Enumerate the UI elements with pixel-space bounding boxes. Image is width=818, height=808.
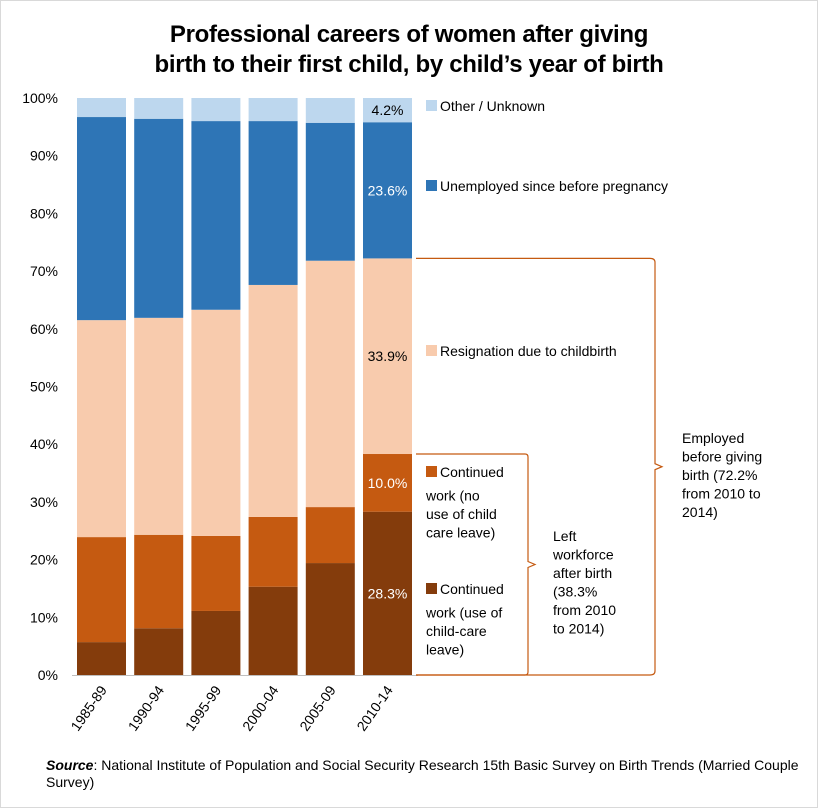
- source-text: : National Institute of Population and S…: [46, 757, 799, 790]
- annotation-left-workforce: to 2014): [553, 621, 604, 637]
- y-tick-label: 80%: [30, 205, 58, 221]
- y-tick-label: 90%: [30, 148, 58, 164]
- annotation-left-workforce: (38.3%: [553, 584, 597, 600]
- bar-segment: [77, 320, 126, 538]
- bar-segment: [305, 563, 355, 675]
- bar-segment: [134, 628, 184, 675]
- bar-segment: [248, 516, 298, 587]
- y-tick-label: 40%: [30, 436, 58, 452]
- data-label: 33.9%: [368, 348, 408, 364]
- annotation-left-workforce: Left: [553, 528, 576, 544]
- legend-label: Resignation due to childbirth: [440, 343, 617, 359]
- x-tick-label: 1990-94: [125, 682, 168, 733]
- legend-label: Other / Unknown: [440, 98, 545, 114]
- x-tick-label: 1995-99: [182, 682, 225, 733]
- bar-segment: [363, 454, 412, 512]
- y-tick-label: 0%: [38, 667, 58, 683]
- legend-label: Unemployed since before pregnancy: [440, 178, 668, 194]
- bar-segment: [191, 535, 241, 611]
- bar-segment: [191, 610, 241, 675]
- annotation-employed: before giving: [682, 449, 762, 465]
- bar-segment: [363, 258, 412, 455]
- legend-label: work (no: [425, 488, 480, 504]
- bar-segment: [77, 117, 126, 321]
- legend-label: Continued: [440, 464, 504, 480]
- bar-segment: [191, 309, 241, 536]
- bar-segment: [248, 586, 298, 675]
- bar-segment: [77, 642, 126, 675]
- y-tick-label: 30%: [30, 494, 58, 510]
- source-note: Source: National Institute of Population…: [46, 757, 806, 791]
- x-tick-label: 2005-09: [296, 682, 339, 733]
- bar-segment: [305, 98, 355, 123]
- bar-segment: [363, 98, 412, 123]
- legend-label: Continued: [440, 581, 504, 597]
- data-label: 23.6%: [368, 182, 408, 198]
- y-tick-label: 10%: [30, 609, 58, 625]
- legend-label: care leave): [426, 525, 495, 541]
- y-tick-label: 100%: [22, 90, 58, 106]
- data-label: 4.2%: [372, 102, 404, 118]
- data-label: 28.3%: [368, 585, 408, 601]
- y-tick-label: 70%: [30, 263, 58, 279]
- legend-label: work (use of: [425, 605, 502, 621]
- bracket-employed: [416, 257, 664, 676]
- bar-segment: [305, 507, 355, 564]
- annotation-employed: birth (72.2%: [682, 467, 757, 483]
- legend-swatch: [426, 583, 437, 594]
- x-tick-label: 1985-89: [67, 682, 110, 733]
- legend-label: leave): [426, 642, 464, 658]
- data-label: 10.0%: [368, 475, 408, 491]
- bar-segment: [305, 260, 355, 508]
- bar-segment: [191, 98, 241, 122]
- bar-segment: [77, 537, 126, 643]
- y-tick-label: 50%: [30, 379, 58, 395]
- annotation-employed: 2014): [682, 504, 718, 520]
- bar-segment: [134, 317, 184, 535]
- legend-swatch: [426, 100, 437, 111]
- x-tick-label: 2010-14: [353, 682, 396, 733]
- bar-segment: [191, 121, 241, 310]
- bar-segment: [363, 511, 412, 675]
- annotation-left-workforce: after birth: [553, 565, 612, 581]
- legend-label: use of child: [426, 506, 497, 522]
- x-tick-label: 2000-04: [239, 682, 282, 733]
- legend-swatch: [426, 345, 437, 356]
- bar-segment: [77, 98, 126, 118]
- bar-segment: [248, 284, 298, 517]
- bar-segment: [134, 534, 184, 629]
- annotation-left-workforce: from 2010: [553, 602, 616, 618]
- bar-segment: [363, 122, 412, 259]
- chart-title: Professional careers of women after givi…: [154, 21, 664, 78]
- bar-segment: [248, 98, 298, 122]
- y-tick-label: 60%: [30, 321, 58, 337]
- bar-segment: [134, 118, 184, 318]
- legend-swatch: [426, 466, 437, 477]
- bar-segment: [134, 98, 184, 119]
- y-tick-label: 20%: [30, 552, 58, 568]
- bar-segment: [248, 121, 298, 285]
- annotation-left-workforce: workforce: [552, 547, 614, 563]
- annotation-employed: from 2010 to: [682, 486, 761, 502]
- legend-label: child-care: [426, 623, 487, 639]
- legend-swatch: [426, 180, 437, 191]
- bar-segment: [305, 122, 355, 261]
- annotation-employed: Employed: [682, 430, 744, 446]
- source-label: Source: [46, 757, 94, 773]
